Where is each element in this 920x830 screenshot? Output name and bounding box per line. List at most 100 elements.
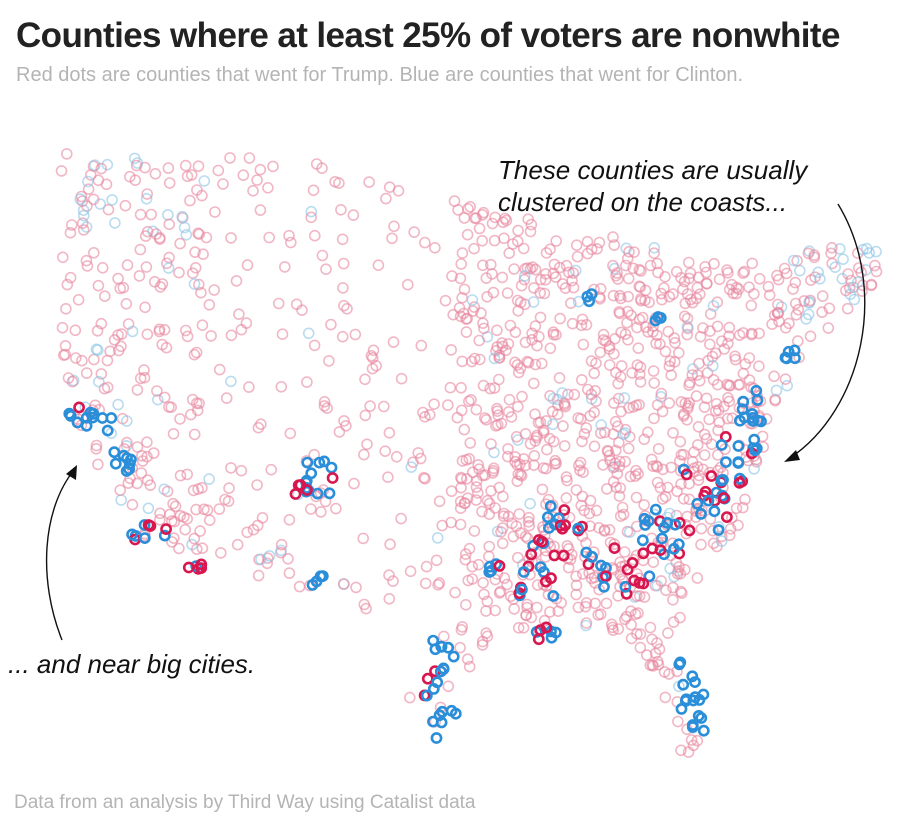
county-dot <box>620 610 633 623</box>
county-dot <box>823 302 836 315</box>
coasts-annotation: These counties are usually clustered on … <box>498 154 807 218</box>
chart-title: Counties where at least 25% of voters ar… <box>16 16 840 55</box>
county-dot <box>520 609 532 621</box>
county-dot <box>507 530 520 543</box>
county-dot <box>617 428 630 441</box>
county-dot <box>336 330 349 343</box>
county-dot <box>283 567 296 579</box>
trump-county-dot <box>557 549 570 562</box>
county-dot <box>69 324 82 337</box>
county-dot <box>496 537 509 550</box>
clinton-county-dot <box>420 689 433 702</box>
county-dot <box>522 356 535 369</box>
county-dot <box>748 288 760 300</box>
clinton-county-dot <box>598 580 610 593</box>
county-dot <box>607 461 620 474</box>
county-dot <box>509 356 521 369</box>
county-dot <box>532 416 545 429</box>
county-dot <box>524 262 537 275</box>
county-dot <box>569 264 582 277</box>
county-dot <box>333 426 346 438</box>
county-dot <box>256 511 269 524</box>
clinton-county-dot <box>547 590 560 602</box>
county-dot <box>197 248 209 260</box>
county-dot <box>163 218 175 231</box>
clinton-county-dot <box>737 395 750 408</box>
county-dot <box>166 515 178 527</box>
clinton-county-dot <box>434 665 447 678</box>
trump-county-dot <box>73 401 85 414</box>
county-dot <box>640 649 653 661</box>
county-dot <box>525 611 538 624</box>
county-dot <box>142 502 155 515</box>
county-dot <box>577 338 590 351</box>
county-dot <box>743 352 756 364</box>
county-dot <box>254 204 267 216</box>
county-dot <box>141 225 154 238</box>
county-dot <box>609 415 622 428</box>
county-dot <box>456 247 469 259</box>
clinton-county-dot <box>733 472 746 485</box>
county-dot <box>791 254 803 267</box>
county-dot <box>348 477 360 490</box>
clinton-county-dot <box>71 416 84 429</box>
county-dot <box>459 598 472 611</box>
clinton-county-dot <box>639 519 652 531</box>
county-dot <box>455 623 468 636</box>
county-dot <box>707 373 720 386</box>
county-dot <box>261 557 274 570</box>
county-dot <box>576 568 589 580</box>
trump-county-dot <box>558 504 571 516</box>
county-dot <box>550 235 563 247</box>
county-dot <box>737 327 750 339</box>
county-dot <box>622 333 634 346</box>
county-dot <box>66 219 78 231</box>
county-dot <box>589 384 602 397</box>
clinton-county-dot <box>427 634 440 647</box>
county-dot <box>134 243 147 256</box>
county-dot <box>471 487 484 499</box>
county-dot <box>684 267 697 280</box>
county-dot <box>468 525 481 537</box>
clinton-county-dot <box>695 712 708 724</box>
county-dot <box>174 469 187 482</box>
county-dot <box>567 267 580 279</box>
county-dot <box>223 482 235 495</box>
clinton-county-dot <box>101 424 114 437</box>
county-dot <box>682 256 695 269</box>
county-dot <box>549 271 562 284</box>
trump-county-dot <box>600 570 612 583</box>
county-dot <box>489 604 502 617</box>
county-dot <box>135 467 148 479</box>
county-dot <box>498 232 510 245</box>
clinton-county-dot <box>595 559 607 572</box>
county-dot <box>64 271 77 284</box>
county-dot <box>772 306 785 319</box>
county-dot <box>485 485 497 497</box>
county-dot <box>624 470 637 483</box>
clinton-county-dot <box>544 500 557 513</box>
county-dot <box>261 552 274 565</box>
clinton-county-dot <box>435 716 448 729</box>
county-dot <box>377 400 390 413</box>
clinton-county-dot <box>752 414 764 427</box>
county-dot <box>61 278 74 291</box>
county-dot <box>667 593 679 606</box>
county-dot <box>746 257 759 270</box>
county-dot <box>691 572 704 584</box>
county-dot <box>392 185 405 197</box>
county-dot <box>644 621 657 634</box>
county-dot <box>519 427 532 440</box>
county-dot <box>517 453 530 465</box>
county-dot <box>581 247 594 260</box>
county-dot <box>131 441 144 453</box>
county-dot <box>837 253 849 266</box>
clinton-county-dot <box>732 440 745 452</box>
trump-county-dot <box>680 468 693 481</box>
county-dot <box>476 209 489 221</box>
county-dot <box>607 624 619 637</box>
county-dot <box>433 577 446 589</box>
county-dot <box>524 225 537 238</box>
county-dot <box>464 437 477 449</box>
county-dot <box>606 562 619 574</box>
